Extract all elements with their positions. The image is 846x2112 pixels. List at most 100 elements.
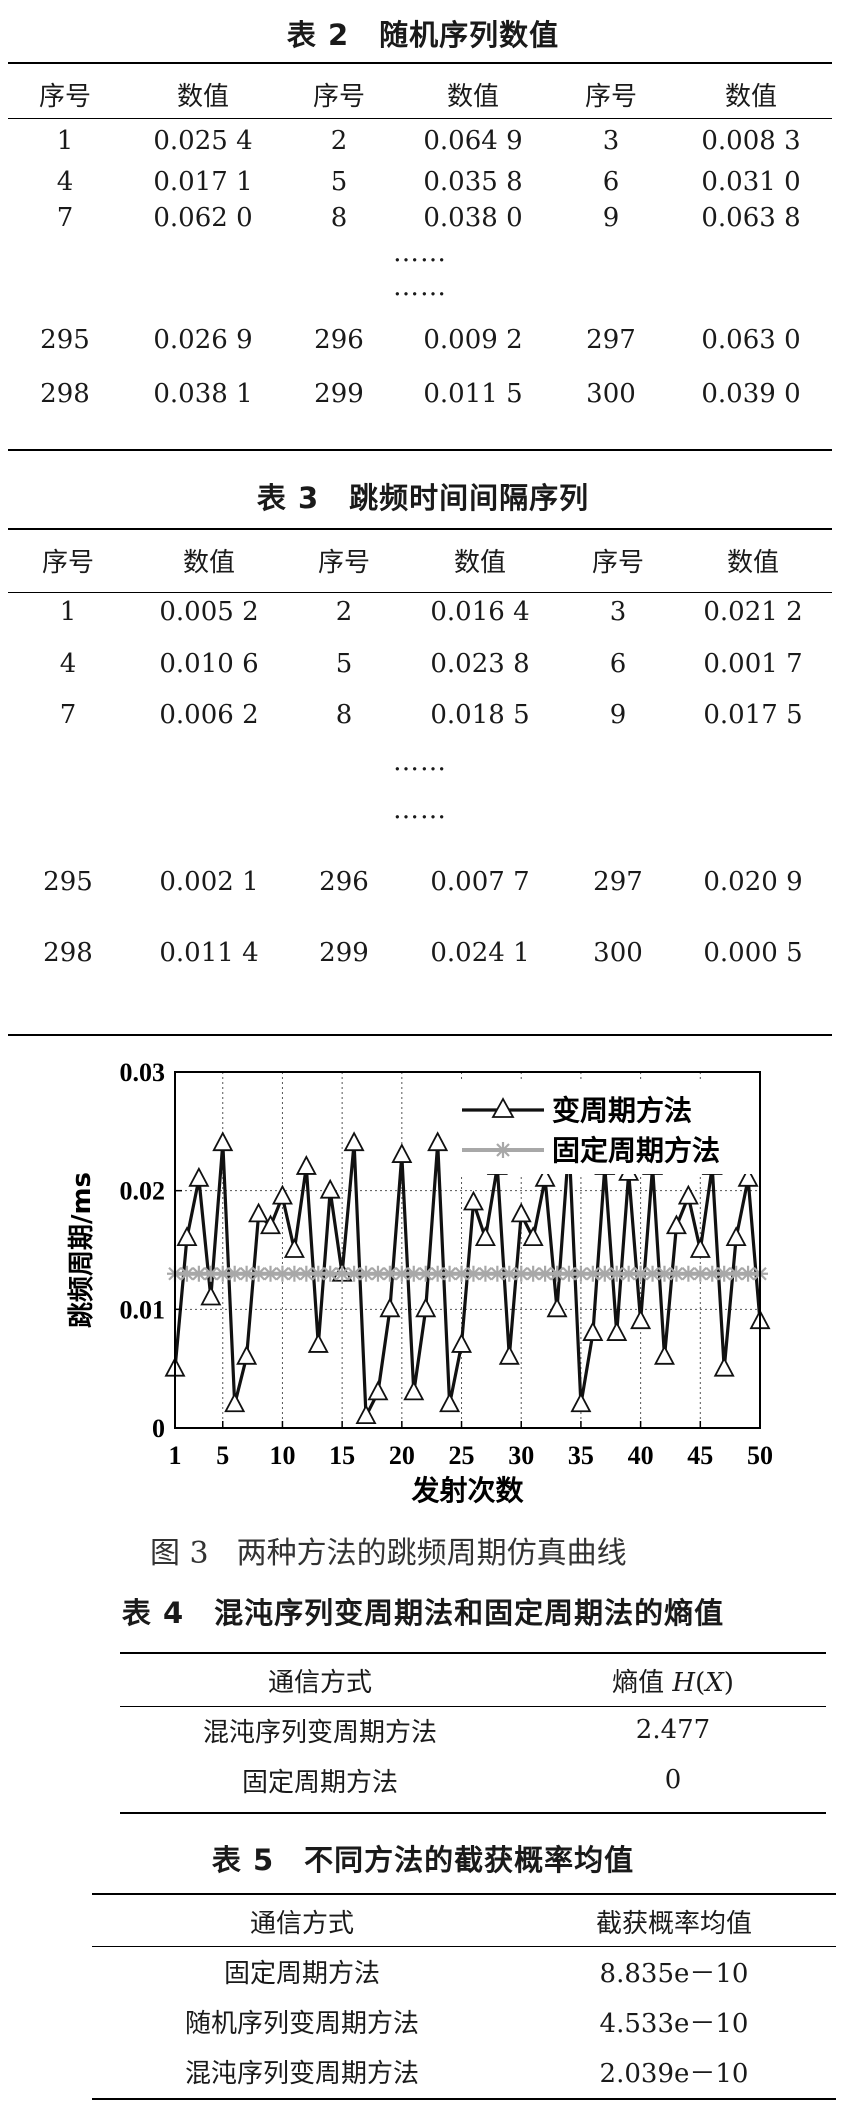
triangle-marker	[427, 1131, 449, 1152]
table3-top-rule	[8, 528, 832, 530]
triangle-marker	[713, 1356, 735, 1377]
y-tick-label: 0.03	[120, 1060, 166, 1087]
x-tick-label: 35	[568, 1441, 594, 1470]
table-cell: 296	[319, 867, 369, 897]
column-header: 数值	[176, 81, 229, 112]
table-row: 295 0.002 1 296 0.007 7 297 0.020 9	[8, 834, 832, 930]
table-cell: 0.038 1	[153, 379, 253, 409]
table-cell: 8	[335, 700, 353, 730]
triangle-marker	[510, 1202, 532, 1223]
table-cell: 0	[664, 1765, 682, 1795]
figure3-number: 图 3	[150, 1536, 209, 1571]
table-row: 固定周期方法 0	[120, 1755, 826, 1805]
table-cell: 0.038 0	[423, 203, 523, 233]
table-row: 4 0.017 1 5 0.035 8 6 0.031 0	[8, 164, 832, 200]
asterisk-marker	[441, 1265, 458, 1282]
asterisk-marker	[358, 1265, 375, 1282]
table2-top-rule	[8, 62, 832, 64]
table-cell: 6	[602, 167, 620, 197]
triangle-marker	[379, 1297, 401, 1318]
triangle-marker	[665, 1214, 687, 1235]
table-cell: 0.031 0	[701, 167, 801, 197]
table-cell: 0.007 7	[430, 867, 530, 897]
table-cell: 5	[330, 167, 348, 197]
legend-box	[458, 1082, 758, 1174]
table-cell: 4	[56, 167, 74, 197]
table-cell: 0.023 8	[430, 649, 530, 679]
table-cell: 0.011 4	[159, 938, 259, 968]
table-row: ……	[8, 786, 832, 834]
x-tick-label: 50	[747, 1441, 773, 1470]
legend-triangle-marker	[491, 1097, 515, 1118]
triangle-marker	[630, 1309, 652, 1330]
table-cell: 0.021 2	[703, 597, 803, 627]
y-tick-label: 0.02	[120, 1177, 166, 1206]
table-cell: 1	[59, 597, 77, 627]
table-cell: 3	[602, 126, 620, 156]
table-cell: 0.064 9	[423, 126, 523, 156]
column-header: 序号	[317, 547, 370, 578]
table4-caption: 表 4 混沌序列变周期法和固定周期法的熵值	[0, 1590, 846, 1632]
table-cell: 2	[335, 597, 353, 627]
table5-title: 不同方法的截获概率均值	[304, 1843, 635, 1877]
table-row: 混沌序列变周期方法 2.039e－10	[92, 2046, 836, 2096]
table-cell: 298	[40, 379, 90, 409]
table5-top-rule	[92, 1893, 836, 1895]
table5-number: 表 5	[211, 1843, 275, 1877]
table-cell: 0.017 5	[703, 700, 803, 730]
table-cell: 0.024 1	[430, 938, 530, 968]
column-header: 数值	[724, 81, 777, 112]
table-cell: 2.477	[635, 1715, 711, 1745]
table-cell: 0.017 1	[153, 167, 253, 197]
table-cell: 9	[609, 700, 627, 730]
table3-number: 表 3	[256, 481, 320, 515]
triangle-marker	[606, 1321, 628, 1341]
table-row: 7 0.062 0 8 0.038 0 9 0.063 8	[8, 200, 832, 236]
table-cell: 0.006 2	[159, 700, 259, 730]
table-cell: 0.008 3	[701, 126, 801, 156]
triangle-marker	[462, 1190, 484, 1211]
triangle-marker	[295, 1155, 317, 1175]
triangle-marker	[307, 1333, 329, 1353]
triangle-marker	[224, 1392, 246, 1413]
table-row: 1 0.005 2 2 0.016 4 3 0.021 2	[8, 588, 832, 636]
triangle-marker	[546, 1297, 568, 1318]
table-cell: 0.039 0	[701, 379, 801, 409]
table-cell: 0.010 6	[159, 649, 259, 679]
table-cell: 4	[59, 649, 77, 679]
table-cell: 0.018 5	[430, 700, 530, 730]
table4-header-rule	[120, 1706, 826, 1707]
triangle-marker	[188, 1166, 210, 1187]
table-row: 7 0.006 2 8 0.018 5 9 0.017 5	[8, 692, 832, 738]
asterisk-marker	[429, 1265, 446, 1282]
column-header: 序号	[584, 81, 637, 112]
table3-bottom-rule	[8, 1034, 832, 1036]
table3-title: 跳频时间间隔序列	[349, 481, 590, 515]
table-row: ……	[8, 270, 832, 304]
triangle-marker	[212, 1131, 234, 1152]
column-header: 数值	[182, 547, 235, 578]
x-tick-label: 30	[508, 1441, 534, 1470]
table-cell: 0.063 8	[701, 203, 801, 233]
table-cell: 5	[335, 649, 353, 679]
column-header: 截获概率均值	[595, 1908, 752, 1939]
table-cell: 0.035 8	[423, 167, 523, 197]
triangle-marker	[725, 1226, 747, 1247]
legend-asterisk-marker	[495, 1142, 511, 1158]
table-cell: 1	[56, 126, 74, 156]
x-tick-label: 1	[169, 1441, 182, 1470]
triangle-marker	[439, 1392, 461, 1413]
table-cell: 6	[609, 649, 627, 679]
table-cell: 混沌序列变周期方法	[184, 2058, 419, 2089]
table-cell: 2	[330, 126, 348, 156]
asterisk-marker	[381, 1265, 398, 1282]
triangle-marker	[677, 1184, 699, 1205]
triangle-marker	[355, 1404, 377, 1425]
table-row: 298 0.038 1 299 0.011 5 300 0.039 0	[8, 376, 832, 412]
table-cell: 随机序列变周期方法	[184, 2008, 419, 2039]
x-tick-label: 40	[628, 1441, 654, 1470]
table3-header-rule	[8, 592, 832, 593]
table4-top-rule	[120, 1652, 826, 1654]
column-header: 序号	[591, 547, 644, 578]
table-row: ……	[8, 738, 832, 786]
